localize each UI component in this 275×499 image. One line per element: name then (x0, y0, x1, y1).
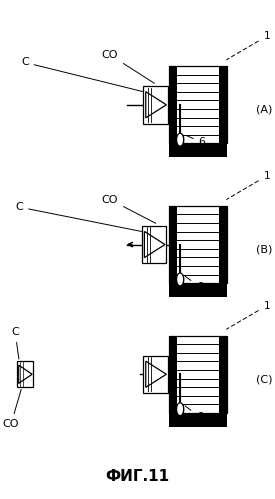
Text: C: C (15, 202, 142, 232)
Bar (177, 66, 219, 144)
Circle shape (177, 133, 184, 146)
Bar (143, 356, 168, 393)
Text: 1: 1 (227, 300, 270, 329)
Text: (A): (A) (256, 105, 272, 115)
Bar (177, 413, 219, 427)
Text: (C): (C) (256, 374, 272, 384)
Polygon shape (144, 232, 165, 257)
Text: CO: CO (102, 195, 156, 223)
Text: 6: 6 (187, 136, 206, 147)
Bar (219, 66, 227, 144)
Polygon shape (146, 92, 166, 118)
Bar (169, 413, 227, 427)
Bar (142, 226, 166, 263)
Circle shape (177, 403, 184, 416)
Text: 1: 1 (227, 31, 270, 60)
Text: C: C (21, 57, 143, 92)
Polygon shape (146, 361, 166, 387)
Text: CO: CO (3, 389, 21, 429)
Bar (177, 405, 183, 414)
Polygon shape (19, 365, 32, 383)
Bar (177, 206, 219, 283)
Bar (219, 206, 227, 283)
Bar (177, 275, 183, 284)
Bar (169, 206, 177, 283)
Text: ФИГ.11: ФИГ.11 (105, 469, 170, 484)
Bar (169, 335, 177, 413)
Bar (177, 283, 219, 297)
Text: C: C (11, 327, 19, 359)
Text: 1: 1 (227, 171, 270, 200)
Bar (169, 66, 177, 144)
Text: 6: 6 (185, 406, 203, 422)
Text: (B): (B) (256, 245, 272, 254)
Circle shape (177, 273, 184, 286)
Bar (177, 335, 219, 413)
Bar (169, 335, 227, 413)
Bar (169, 283, 227, 297)
Text: 6: 6 (185, 276, 203, 292)
Bar (169, 144, 227, 157)
Bar (169, 66, 227, 144)
Bar (177, 135, 183, 144)
Bar (16, 361, 33, 387)
Bar (169, 206, 227, 283)
Bar (177, 144, 219, 157)
Bar (219, 335, 227, 413)
Text: CO: CO (102, 50, 154, 83)
Bar (143, 86, 168, 124)
